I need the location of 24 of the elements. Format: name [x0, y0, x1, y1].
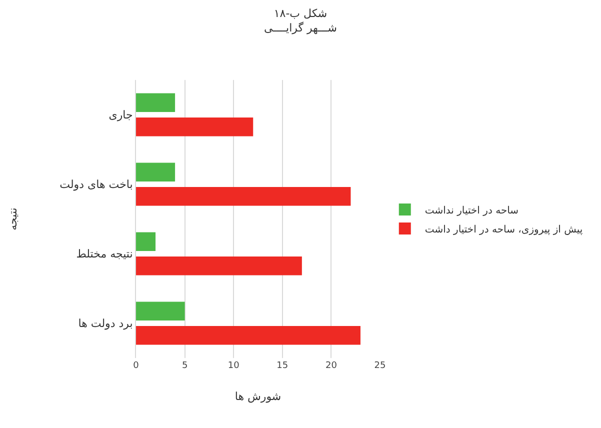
bar: [136, 326, 360, 345]
bar: [136, 302, 185, 320]
y-tick-label: نتیجه مختلط: [76, 248, 133, 261]
x-tick-label: 15: [276, 361, 288, 371]
y-tick-label: برد دولت ها: [78, 317, 133, 330]
x-tick-label: 25: [374, 361, 386, 371]
bar: [136, 118, 254, 136]
x-tick-label: 10: [228, 361, 240, 371]
y-axis-title: نتیجه: [6, 208, 20, 230]
y-tick-label: باخت های دولت: [60, 178, 133, 192]
x-tick-label: 0: [133, 361, 140, 371]
bar: [136, 187, 351, 206]
x-tick-label: 5: [182, 361, 188, 371]
chart-title: شکل ب-۱۸: [274, 7, 328, 20]
y-tick-label: جاری: [108, 108, 133, 122]
chart-subtitle: شـــهر گرایــــی: [264, 21, 338, 34]
x-axis-title: شورش ها: [234, 390, 282, 404]
x-tick-label: 20: [325, 361, 338, 371]
legend-label: ساحه در اختیار نداشت: [424, 205, 519, 216]
legend-label: پیش از پیروزی، ساحه در اختیار داشت: [424, 224, 583, 236]
bar: [136, 256, 302, 276]
bar: [136, 232, 156, 251]
bar: [136, 162, 176, 182]
bar: [136, 93, 176, 112]
